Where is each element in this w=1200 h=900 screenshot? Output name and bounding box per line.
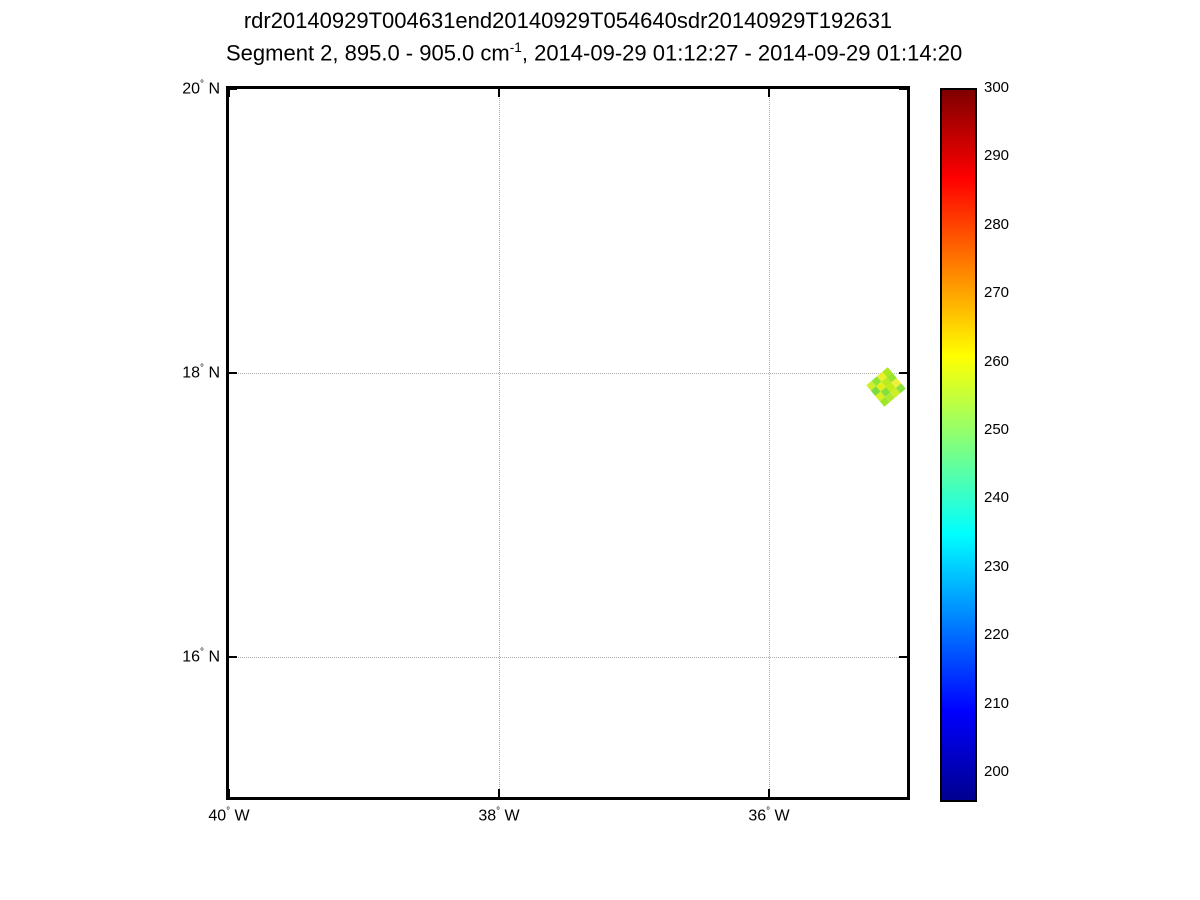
x-tick-mark-top bbox=[228, 89, 230, 97]
x-tick-mark-bottom bbox=[498, 789, 500, 797]
colorbar-tick-label: 210 bbox=[984, 694, 1010, 712]
x-tick-label: 38° W bbox=[478, 806, 520, 825]
y-tick-mark-left bbox=[229, 656, 237, 658]
y-tick-mark-right bbox=[899, 372, 907, 374]
gridline-vertical bbox=[499, 89, 500, 797]
figure-subtitle: Segment 2, 895.0 - 905.0 cm-1, 2014-09-2… bbox=[226, 40, 962, 66]
gridline-horizontal bbox=[229, 657, 907, 658]
y-tick-label: 16° N bbox=[182, 647, 220, 666]
y-tick-label: 18° N bbox=[182, 363, 220, 382]
x-tick-mark-bottom bbox=[768, 789, 770, 797]
y-tick-mark-left bbox=[229, 88, 237, 90]
gridline-horizontal bbox=[229, 373, 907, 374]
figure-title: rdr20140929T004631end20140929T054640sdr2… bbox=[243, 8, 893, 33]
colorbar-tick-label: 290 bbox=[984, 147, 1010, 165]
x-tick-label: 36° W bbox=[748, 806, 790, 825]
y-tick-mark-right bbox=[899, 88, 907, 90]
colorbar-tick-label: 280 bbox=[984, 215, 1010, 233]
colorbar-tick-label: 240 bbox=[984, 489, 1010, 507]
colorbar-tick-label: 300 bbox=[984, 79, 1010, 96]
colorbar-labels: 300 290 280 270 260 250 240 230 220 210 200 bbox=[984, 0, 1044, 900]
x-axis-labels: 40° W 38° W 36° W bbox=[0, 806, 1200, 830]
y-tick-mark-right bbox=[899, 656, 907, 658]
colorbar bbox=[940, 88, 977, 802]
subtitle-suffix: , 2014-09-29 01:12:27 - 2014-09-29 01:14… bbox=[521, 40, 963, 66]
colorbar-tick-label: 230 bbox=[984, 557, 1010, 575]
subtitle-superscript: -1 bbox=[509, 40, 522, 55]
subtitle-prefix: Segment 2, 895.0 - 905.0 cm bbox=[226, 40, 510, 66]
x-tick-mark-top bbox=[498, 89, 500, 97]
gridline-vertical bbox=[769, 89, 770, 797]
colorbar-tick-label: 220 bbox=[984, 626, 1010, 644]
x-tick-mark-top bbox=[768, 89, 770, 97]
y-tick-label: 20° N bbox=[182, 79, 220, 98]
x-tick-mark-bottom bbox=[228, 789, 230, 797]
y-tick-mark-left bbox=[229, 372, 237, 374]
y-axis-labels: 20° N 18° N 16° N bbox=[150, 0, 220, 900]
colorbar-tick-label: 270 bbox=[984, 284, 1010, 302]
colorbar-tick-label: 260 bbox=[984, 352, 1010, 370]
x-tick-label: 40° W bbox=[208, 806, 250, 825]
map-plot bbox=[226, 86, 910, 800]
colorbar-tick-label: 250 bbox=[984, 420, 1010, 438]
colorbar-tick-label: 200 bbox=[984, 762, 1010, 780]
